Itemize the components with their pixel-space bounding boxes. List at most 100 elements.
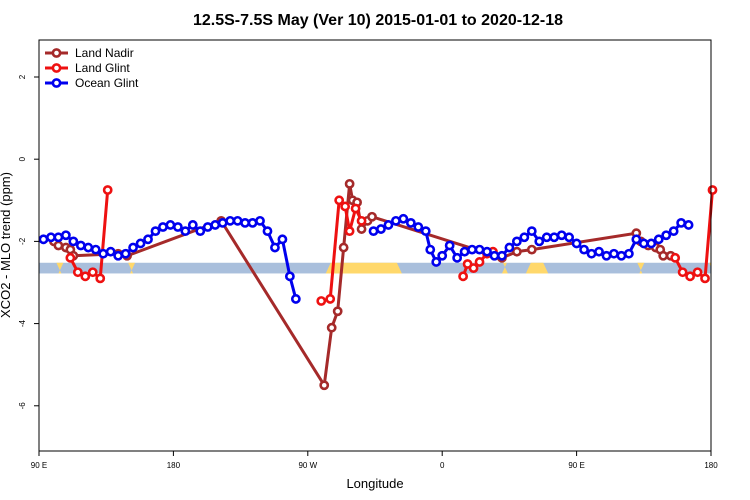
data-point-land-nadir bbox=[367, 211, 377, 222]
data-point-land-glint bbox=[692, 267, 703, 278]
data-point-ocean-glint bbox=[60, 230, 71, 241]
data-point-ocean-glint bbox=[609, 248, 619, 259]
y-tick-label: -6 bbox=[18, 402, 27, 410]
data-point-land-glint bbox=[350, 203, 361, 214]
data-point-ocean-glint bbox=[75, 240, 86, 251]
data-point-ocean-glint bbox=[676, 217, 687, 228]
data-point-land-glint bbox=[87, 267, 98, 278]
data-point-ocean-glint bbox=[277, 234, 288, 245]
legend-label: Land Glint bbox=[75, 61, 130, 75]
data-point-ocean-glint bbox=[526, 226, 537, 237]
data-point-land-nadir bbox=[511, 246, 522, 257]
data-point-ocean-glint bbox=[431, 257, 442, 267]
data-point-land-glint bbox=[685, 271, 695, 282]
data-point-ocean-glint bbox=[120, 248, 131, 259]
data-point-ocean-glint bbox=[425, 244, 436, 255]
data-point-land-glint bbox=[102, 185, 113, 195]
legend-item-land-nadir: Land Nadir bbox=[45, 46, 134, 60]
data-point-ocean-glint bbox=[653, 234, 664, 245]
data-point-ocean-glint bbox=[586, 248, 597, 259]
data-point-land-glint bbox=[325, 294, 336, 304]
band-highlight-4 bbox=[525, 262, 549, 274]
data-point-ocean-glint bbox=[68, 236, 79, 247]
y-tick-label: 2 bbox=[18, 74, 27, 79]
data-point-land-glint bbox=[65, 252, 76, 263]
data-point-land-glint bbox=[316, 296, 327, 306]
data-point-ocean-glint bbox=[534, 236, 545, 247]
data-point-ocean-glint bbox=[143, 234, 153, 245]
data-point-land-glint bbox=[474, 257, 485, 267]
data-point-land-nadir bbox=[356, 224, 367, 234]
data-point-ocean-glint bbox=[105, 246, 116, 257]
series-line-land-nadir bbox=[52, 182, 671, 387]
data-point-ocean-glint bbox=[262, 226, 273, 237]
data-point-ocean-glint bbox=[420, 226, 431, 237]
data-point-ocean-glint bbox=[187, 220, 198, 230]
data-point-ocean-glint bbox=[247, 217, 258, 228]
data-point-land-nadir bbox=[526, 244, 537, 255]
chart-title: 12.5S-7.5S May (Ver 10) 2015-01-01 to 20… bbox=[193, 12, 563, 29]
data-point-land-glint bbox=[677, 267, 688, 278]
data-point-land-nadir bbox=[344, 178, 355, 189]
data-point-ocean-glint bbox=[53, 232, 64, 243]
band-highlight-3 bbox=[501, 262, 508, 274]
band-highlight-5 bbox=[637, 262, 645, 274]
legend-swatch-marker bbox=[51, 48, 62, 58]
data-point-land-glint bbox=[334, 195, 345, 206]
data-point-ocean-glint bbox=[646, 238, 657, 249]
data-point-ocean-glint bbox=[202, 222, 213, 232]
data-point-ocean-glint bbox=[172, 222, 183, 232]
data-point-land-glint bbox=[356, 215, 367, 226]
band-highlight-1 bbox=[128, 262, 136, 274]
data-point-ocean-glint bbox=[398, 213, 409, 224]
data-point-ocean-glint bbox=[46, 232, 56, 243]
x-tick-label: 90 E bbox=[568, 461, 584, 470]
series-land-nadir bbox=[49, 178, 676, 391]
data-point-ocean-glint bbox=[158, 222, 168, 232]
legend-label: Ocean Glint bbox=[75, 76, 139, 90]
data-point-ocean-glint bbox=[38, 234, 49, 245]
data-point-land-nadir bbox=[319, 380, 330, 391]
data-point-land-glint bbox=[340, 201, 351, 212]
data-point-ocean-glint bbox=[683, 220, 694, 230]
legend-item-ocean-glint: Ocean Glint bbox=[45, 76, 139, 90]
data-point-ocean-glint bbox=[368, 226, 379, 237]
data-point-ocean-glint bbox=[504, 242, 515, 253]
data-point-land-nadir bbox=[658, 250, 669, 261]
data-point-land-nadir bbox=[53, 240, 64, 251]
x-tick-label: 90 W bbox=[298, 461, 317, 470]
data-point-ocean-glint bbox=[391, 215, 401, 226]
data-point-ocean-glint bbox=[413, 222, 424, 232]
data-point-ocean-glint bbox=[474, 244, 485, 255]
data-point-ocean-glint bbox=[225, 215, 236, 226]
data-point-ocean-glint bbox=[444, 240, 455, 251]
data-point-ocean-glint bbox=[376, 224, 386, 234]
data-point-ocean-glint bbox=[128, 242, 138, 253]
data-point-land-glint bbox=[80, 271, 91, 282]
data-point-ocean-glint bbox=[459, 246, 470, 257]
data-point-ocean-glint bbox=[519, 232, 530, 243]
data-point-ocean-glint bbox=[541, 232, 552, 243]
data-point-ocean-glint bbox=[135, 238, 146, 249]
data-point-ocean-glint bbox=[180, 226, 191, 237]
data-point-ocean-glint bbox=[452, 252, 463, 263]
x-tick-label: 90 E bbox=[31, 461, 47, 470]
data-point-ocean-glint bbox=[511, 236, 522, 247]
data-point-ocean-glint bbox=[290, 294, 301, 304]
data-point-ocean-glint bbox=[467, 244, 477, 255]
data-point-ocean-glint bbox=[165, 220, 176, 230]
x-tick-label: 180 bbox=[167, 461, 181, 470]
data-point-land-glint bbox=[670, 252, 681, 263]
data-point-ocean-glint bbox=[383, 220, 394, 230]
data-point-ocean-glint bbox=[556, 230, 567, 241]
data-point-ocean-glint bbox=[482, 246, 492, 257]
plot-frame bbox=[38, 39, 712, 452]
data-point-ocean-glint bbox=[571, 238, 582, 249]
data-point-ocean-glint bbox=[661, 230, 672, 241]
data-point-ocean-glint bbox=[497, 250, 507, 261]
data-point-ocean-glint bbox=[232, 215, 243, 226]
legend-swatch-marker bbox=[51, 63, 62, 73]
y-tick-label: 0 bbox=[18, 156, 27, 161]
band-highlight-2 bbox=[325, 262, 402, 274]
